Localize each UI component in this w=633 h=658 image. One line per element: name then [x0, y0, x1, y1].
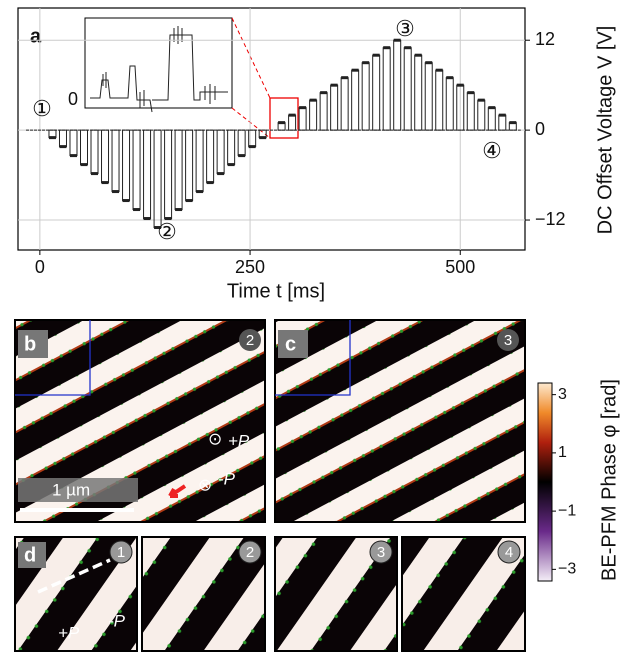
voltage-pulse	[101, 129, 110, 184]
inset-wave	[90, 34, 228, 113]
voltage-pulse	[487, 107, 496, 131]
image-panel-d: d +P -P 1 2 3 4	[14, 536, 526, 652]
colorbar-tick-label: 3	[558, 386, 567, 403]
colorbar-tick-label: −3	[558, 561, 576, 578]
badge: 1	[117, 544, 125, 561]
annotation: ④	[482, 138, 502, 163]
annotation: ①	[32, 96, 52, 121]
inset-bursts	[102, 26, 216, 108]
voltage-pulse	[132, 129, 141, 211]
panel-label: d	[24, 544, 36, 566]
voltage-pulse	[227, 129, 236, 166]
voltage-pulse	[122, 129, 131, 202]
x-axis-label: Time t [ms]	[227, 280, 325, 302]
zoom-box	[269, 97, 299, 139]
voltage-pulse	[435, 69, 444, 131]
voltage-pulse	[298, 107, 307, 131]
voltage-pulse	[477, 99, 486, 131]
polarization-symbol: ⊙	[208, 429, 222, 448]
polarization-symbol: ⊗	[198, 475, 212, 494]
x-tick-label: 250	[235, 257, 265, 277]
voltage-pulse	[216, 129, 225, 175]
badge: 2	[246, 544, 254, 561]
voltage-pulse	[372, 54, 381, 131]
voltage-pulse	[90, 129, 99, 175]
voltage-pulse	[330, 84, 339, 131]
voltage-pulse	[382, 47, 391, 131]
voltage-pulse	[424, 62, 433, 131]
annotation: ②	[157, 219, 177, 244]
polarization-label: +P	[58, 623, 80, 642]
voltage-pulse	[351, 69, 360, 131]
badge: 2	[246, 332, 254, 349]
y-tick-label: −12	[535, 209, 566, 229]
voltage-pulse	[58, 129, 67, 148]
x-tick-label: 0	[35, 257, 45, 277]
polarization-label: -P	[108, 611, 126, 630]
zoom-line	[231, 17, 271, 99]
zoom-line	[231, 107, 271, 139]
voltage-pulse	[319, 92, 328, 131]
voltage-pulse	[195, 129, 204, 193]
voltage-pulse	[361, 62, 370, 131]
voltage-pulse	[498, 114, 507, 131]
badge: 3	[377, 544, 385, 561]
colorbar-tick-label: 1	[558, 444, 567, 461]
colorbar	[537, 382, 553, 582]
voltage-pulse	[80, 129, 89, 166]
image-panel-b: b 2 ⊙ +P ⊗ -P 1 µm	[14, 319, 266, 523]
voltage-pulse	[164, 129, 173, 220]
voltage-pulse	[206, 129, 215, 184]
plot-frame	[17, 7, 526, 251]
badge: 4	[505, 544, 513, 561]
voltage-pulse	[393, 39, 402, 131]
panel-label: b	[24, 333, 36, 355]
colorbar-label: BE-PFM Phase φ [rad]	[598, 379, 620, 581]
image-panel-c: c 3	[274, 319, 526, 523]
voltage-pulse	[185, 129, 194, 202]
voltage-pulse	[414, 54, 423, 131]
x-tick-label: 500	[445, 257, 475, 277]
badge: 3	[504, 332, 512, 349]
polarization-label: -P	[218, 469, 236, 488]
inset-label: 0	[68, 89, 78, 109]
voltage-pulse	[153, 129, 162, 229]
panel-label: c	[285, 333, 296, 355]
voltage-pulse	[288, 114, 297, 131]
annotation: ③	[395, 16, 415, 41]
colorbar-tick-label: −1	[558, 502, 576, 519]
y-axis-label: DC Offset Voltage V [V]	[594, 26, 616, 235]
voltage-pulse	[237, 129, 246, 157]
voltage-pulse	[403, 47, 412, 131]
voltage-pulse	[111, 129, 120, 193]
y-tick-label: 12	[535, 29, 555, 49]
voltage-pulse	[466, 92, 475, 131]
voltage-pulse	[174, 129, 183, 211]
scale-label: 1 µm	[52, 480, 90, 499]
voltage-pulse	[143, 129, 152, 220]
voltage-pulse	[340, 77, 349, 131]
panel-label: a	[30, 25, 42, 47]
voltage-pulse	[69, 129, 78, 157]
y-tick-label: 0	[535, 119, 545, 139]
voltage-pulse	[445, 77, 454, 131]
polarization-label: +P	[228, 431, 250, 450]
voltage-pulse	[309, 99, 318, 131]
